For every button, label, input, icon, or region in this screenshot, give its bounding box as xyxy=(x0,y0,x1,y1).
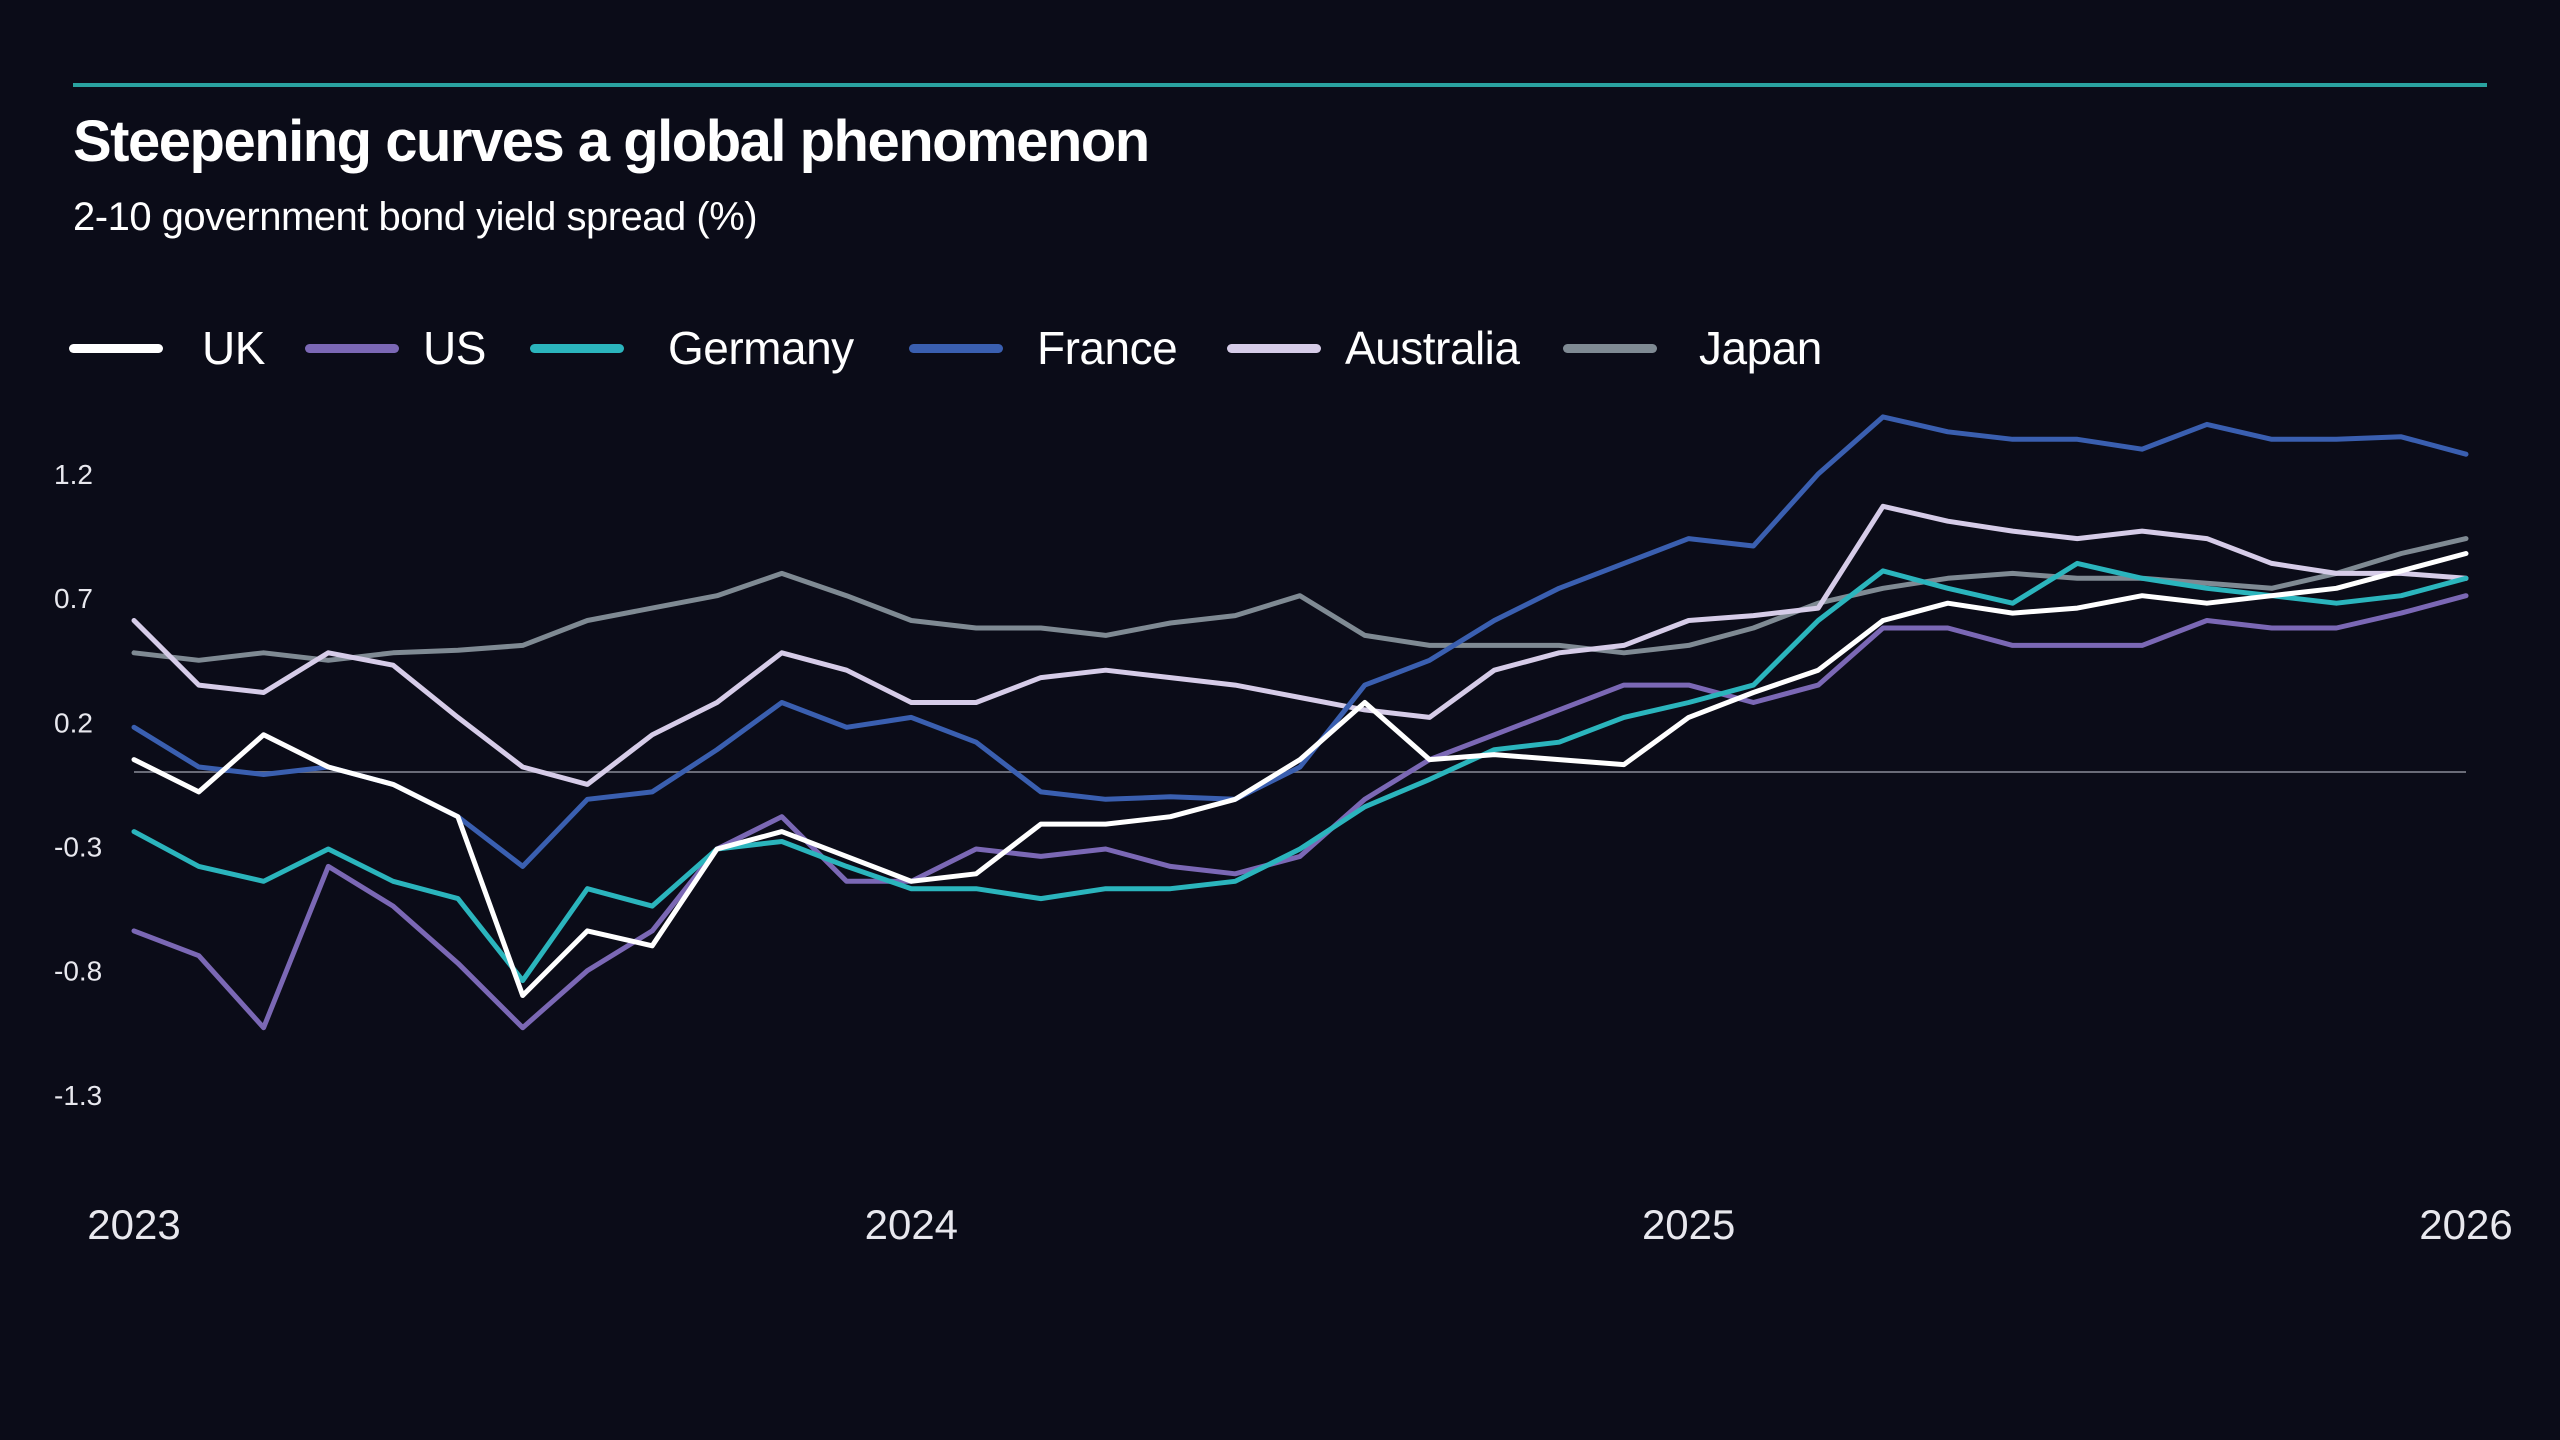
series-line-australia xyxy=(131,503,2469,787)
y-tick-label: 0.7 xyxy=(54,583,93,614)
legend-label: Australia xyxy=(1345,322,1520,374)
legend-item-uk: UK xyxy=(69,322,265,374)
y-tick-label: 1.2 xyxy=(54,459,93,490)
legend-label: Japan xyxy=(1699,322,1822,374)
legend-swatch xyxy=(1227,343,1321,353)
x-axis: 2023 2024 2025 2026 xyxy=(87,1201,2512,1248)
x-tick-label: 2023 xyxy=(87,1201,180,1248)
legend-label: UK xyxy=(202,322,265,374)
legend-swatch xyxy=(530,343,624,353)
legend-swatch xyxy=(305,343,399,353)
legend-item-australia: Australia xyxy=(1227,322,1520,374)
series-line-us xyxy=(131,593,2469,1031)
legend-item-france: France xyxy=(909,322,1178,374)
series-line-france xyxy=(131,414,2469,869)
accent-rule xyxy=(73,83,2487,87)
legend-label: France xyxy=(1037,322,1178,374)
y-tick-label: -0.8 xyxy=(54,956,102,987)
x-tick-label: 2026 xyxy=(2419,1201,2512,1248)
legend-label: US xyxy=(423,322,486,374)
legend-item-us: US xyxy=(305,322,486,374)
legend-swatch xyxy=(69,343,163,353)
y-tick-label: -1.3 xyxy=(54,1080,102,1111)
series-line-japan xyxy=(131,536,2469,663)
chart-title: Steepening curves a global phenomenon xyxy=(73,109,1150,174)
x-tick-label: 2024 xyxy=(865,1201,958,1248)
legend-swatch xyxy=(909,343,1003,353)
series-lines xyxy=(131,414,2469,1031)
y-tick-label: -0.3 xyxy=(54,831,102,862)
x-tick-label: 2025 xyxy=(1642,1201,1735,1248)
series-line-germany xyxy=(131,560,2469,984)
legend-item-japan: Japan xyxy=(1563,322,1822,374)
y-tick-label: 0.2 xyxy=(54,707,93,738)
chart-subtitle: 2-10 government bond yield spread (%) xyxy=(73,195,758,239)
legend-item-germany: Germany xyxy=(530,322,854,374)
series-line-uk xyxy=(131,551,2469,998)
legend-label: Germany xyxy=(668,322,854,374)
legend-swatch xyxy=(1563,343,1657,353)
y-axis: 1.2 0.7 0.2 -0.3 -0.8 -1.3 xyxy=(54,459,102,1111)
